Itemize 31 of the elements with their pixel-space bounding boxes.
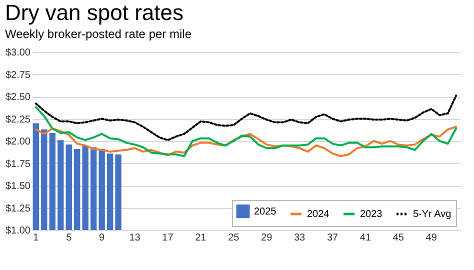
- legend-label: 2025: [254, 206, 277, 218]
- x-tick-label: 37: [326, 232, 339, 244]
- y-tick-label: $1.25: [5, 203, 31, 214]
- chart-title: Dry van spot rates: [4, 0, 184, 25]
- y-tick-label: $1.00: [5, 226, 31, 236]
- x-tick-label: 5: [66, 232, 72, 244]
- x-tick-label: 29: [261, 232, 273, 244]
- legend-label: 2024: [307, 209, 330, 220]
- y-tick-label: $2.25: [5, 114, 31, 126]
- x-tick-label: 21: [195, 232, 207, 244]
- y-tick-label: $1.75: [5, 158, 31, 170]
- chart-subtitle: Weekly broker-posted rate per mile: [4, 27, 192, 41]
- y-tick-label: $2.75: [5, 70, 31, 81]
- legend-label: 2023: [360, 209, 383, 220]
- y-tick-label: $3.00: [5, 48, 31, 58]
- legend-label: 5-Yr Avg: [413, 209, 452, 220]
- line-series: [34, 94, 458, 142]
- y-tick-label: $2.00: [5, 136, 31, 148]
- x-tick-label: 33: [294, 232, 306, 244]
- y-tick-label: $1.50: [5, 181, 31, 192]
- line-series: [34, 126, 458, 158]
- x-tick-label: 41: [360, 232, 372, 244]
- x-tick-label: 1: [33, 232, 40, 244]
- y-tick-label: $2.50: [5, 92, 31, 103]
- x-tick-label: 25: [228, 232, 240, 244]
- x-tick-label: 13: [129, 232, 141, 244]
- line-series: [34, 106, 458, 158]
- x-tick-label: 45: [392, 232, 404, 244]
- x-tick-label: 49: [426, 232, 438, 244]
- x-tick-label: 9: [99, 232, 106, 244]
- x-tick-label: 17: [162, 232, 174, 244]
